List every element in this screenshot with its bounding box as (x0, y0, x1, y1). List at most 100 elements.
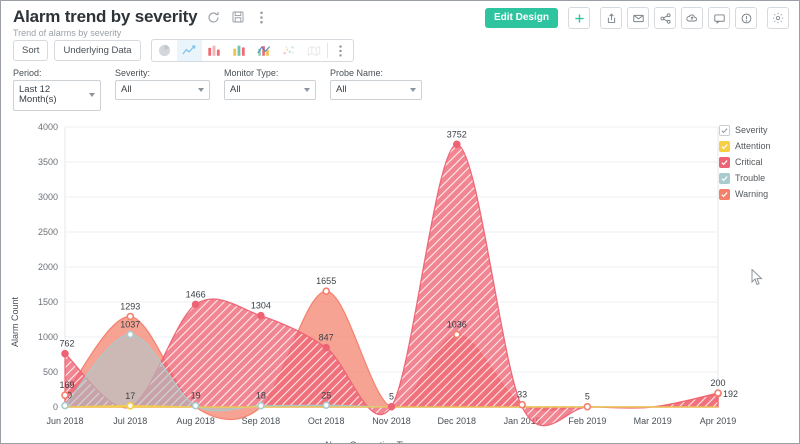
svg-text:500: 500 (43, 367, 58, 377)
legend-label-critical: Critical (735, 157, 763, 168)
toolbar-kebab-menu-icon[interactable] (328, 40, 353, 61)
cloud-upload-button[interactable] (681, 7, 703, 29)
data-label-trouble-4: 25 (321, 390, 331, 400)
legend-label-warning: Warning (735, 189, 769, 200)
title-kebab-menu-icon[interactable] (254, 10, 269, 25)
data-label-attention-1: 17 (125, 391, 135, 401)
page-title: Alarm trend by severity (13, 7, 198, 26)
data-point-trouble-3 (257, 401, 265, 410)
title-row: Alarm trend by severity (13, 7, 789, 27)
data-label-warning-1: 1293 (120, 301, 140, 311)
data-point-trouble-0 (61, 401, 69, 410)
period-select-value: Last 12 Month(s) (19, 84, 57, 106)
line-chart-icon[interactable] (176, 40, 202, 61)
svg-text:Mar 2019: Mar 2019 (634, 416, 672, 426)
severity-select[interactable]: All (115, 80, 210, 101)
legend-item-warning[interactable]: Warning (719, 188, 793, 200)
data-label-trouble-2: 19 (191, 391, 201, 401)
chevron-down-icon (89, 93, 95, 98)
data-point-trouble-1 (126, 330, 135, 339)
data-point-warning-1 (126, 312, 135, 321)
svg-text:Nov 2018: Nov 2018 (372, 416, 411, 426)
bar-chart-icon[interactable] (202, 40, 227, 61)
data-point-critical-0 (61, 349, 69, 358)
filter-monitor-type-label: Monitor Type: (224, 68, 279, 78)
attention-checkbox[interactable] (719, 140, 730, 152)
data-label-critical-2: 1466 (186, 289, 206, 299)
probe-name-select[interactable]: All (330, 80, 422, 101)
critical-checkbox[interactable] (719, 156, 730, 168)
svg-text:1000: 1000 (38, 332, 58, 342)
sort-button[interactable]: Sort (13, 39, 49, 62)
export-button[interactable] (600, 7, 622, 29)
data-point-critical-4 (322, 343, 331, 352)
widget-header: Alarm trend by severity Trend of alarms … (1, 1, 799, 38)
pie-chart-icon[interactable] (152, 40, 177, 61)
data-point-warning-0 (61, 391, 69, 399)
trouble-checkbox[interactable] (719, 172, 730, 184)
data-point-trouble-2 (191, 401, 200, 410)
probe-name-select-value: All (336, 84, 347, 95)
legend-item-critical[interactable]: Critical (719, 156, 793, 168)
filter-period: Period: Last 12 Month(s) (13, 68, 101, 111)
chart-toolbar: Sort Underlying Data (1, 37, 799, 62)
column-chart-icon[interactable] (227, 40, 252, 61)
svg-text:Sep 2018: Sep 2018 (242, 416, 281, 426)
filter-bar: Period: Last 12 Month(s) Severity: All M… (1, 62, 799, 111)
svg-text:Jun 2018: Jun 2018 (46, 416, 83, 426)
data-point-critical-6 (452, 140, 461, 149)
data-point-warning-8 (583, 402, 592, 411)
chart-type-switcher (150, 39, 354, 62)
alert-button[interactable] (735, 7, 757, 29)
svg-text:Feb 2019: Feb 2019 (568, 416, 606, 426)
svg-text:4000: 4000 (38, 122, 58, 132)
filter-severity: Severity: All (115, 68, 210, 111)
header-actions: Edit Design (484, 7, 789, 29)
svg-text:1500: 1500 (38, 297, 58, 307)
save-icon[interactable] (230, 10, 245, 25)
svg-text:Jan 2019: Jan 2019 (504, 416, 541, 426)
x-axis-title: Alarm Generation Time (1, 440, 799, 443)
comment-button[interactable] (708, 7, 730, 29)
data-label-warning-0: 169 (59, 380, 74, 390)
svg-text:Aug 2018: Aug 2018 (176, 416, 215, 426)
edit-design-button[interactable]: Edit Design (484, 8, 558, 28)
legend-item-attention[interactable]: Attention (719, 140, 793, 152)
data-label-warning-10: 200 (710, 378, 725, 388)
data-point-warning-6 (452, 330, 461, 339)
add-button[interactable] (568, 7, 590, 29)
area-chart[interactable]: 0 500 1000 1500 2000 2500 3000 3500 4000 Jun 2018… (1, 117, 800, 444)
severity-checkbox[interactable] (719, 124, 730, 136)
period-select[interactable]: Last 12 Month(s) (13, 80, 101, 111)
severity-select-value: All (121, 84, 132, 95)
filter-probe-name-label: Probe Name: (330, 68, 384, 78)
monitor-type-select[interactable]: All (224, 80, 316, 101)
filter-probe-name: Probe Name: All (330, 68, 422, 111)
data-point-trouble-4 (322, 401, 331, 409)
filter-period-label: Period: (13, 68, 42, 78)
data-point-attention-1 (126, 401, 135, 410)
data-label-critical-6: 3752 (447, 129, 467, 139)
scatter-chart-icon[interactable] (277, 40, 302, 61)
settings-button[interactable] (767, 7, 789, 29)
data-label-warning-7: 33 (517, 390, 527, 400)
share-button[interactable] (654, 7, 676, 29)
underlying-data-button[interactable]: Underlying Data (54, 39, 141, 62)
map-chart-icon[interactable] (302, 40, 327, 61)
data-label-critical-5: 5 (389, 392, 394, 402)
chevron-down-icon (304, 88, 310, 93)
svg-text:2500: 2500 (38, 227, 58, 237)
email-button[interactable] (627, 7, 649, 29)
legend-item-trouble[interactable]: Trouble (719, 172, 793, 184)
filter-severity-label: Severity: (115, 68, 151, 78)
warning-checkbox[interactable] (719, 188, 730, 200)
legend-label-attention: Attention (735, 141, 771, 152)
data-point-critical-3 (257, 311, 265, 320)
svg-text:3000: 3000 (38, 192, 58, 202)
combo-chart-icon[interactable] (252, 40, 277, 61)
refresh-icon[interactable] (206, 10, 221, 25)
legend-item-severity[interactable]: Severity (719, 124, 793, 136)
svg-text:Dec 2018: Dec 2018 (438, 416, 477, 426)
data-label-warning-6: 1036 (447, 319, 467, 329)
